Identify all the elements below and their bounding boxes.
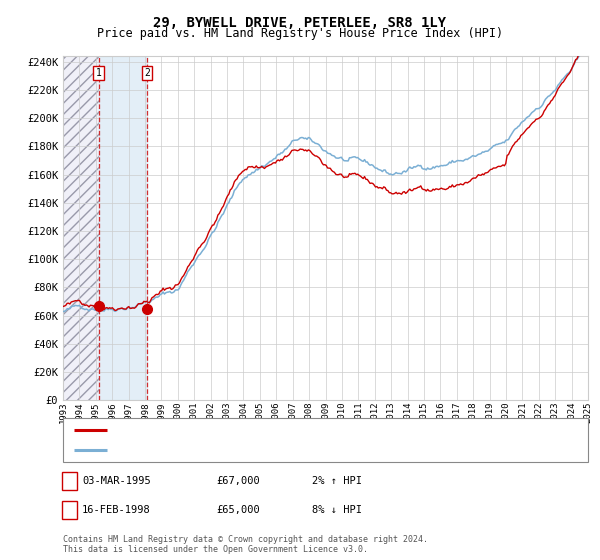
Bar	[98, 56, 147, 400]
Text: 2: 2	[144, 68, 150, 78]
Text: £67,000: £67,000	[216, 476, 260, 486]
Text: 16-FEB-1998: 16-FEB-1998	[82, 505, 151, 515]
Text: Contains HM Land Registry data © Crown copyright and database right 2024.
This d: Contains HM Land Registry data © Crown c…	[63, 535, 428, 554]
Text: 03-MAR-1995: 03-MAR-1995	[82, 476, 151, 486]
Text: 8% ↓ HPI: 8% ↓ HPI	[312, 505, 362, 515]
Text: 29, BYWELL DRIVE, PETERLEE, SR8 1LY (detached house): 29, BYWELL DRIVE, PETERLEE, SR8 1LY (det…	[113, 425, 418, 435]
Text: 29, BYWELL DRIVE, PETERLEE, SR8 1LY: 29, BYWELL DRIVE, PETERLEE, SR8 1LY	[154, 16, 446, 30]
Text: HPI: Average price, detached house, County Durham: HPI: Average price, detached house, Coun…	[113, 445, 401, 455]
Text: 2% ↑ HPI: 2% ↑ HPI	[312, 476, 362, 486]
Bar	[63, 56, 98, 400]
Text: Price paid vs. HM Land Registry's House Price Index (HPI): Price paid vs. HM Land Registry's House …	[97, 27, 503, 40]
Text: 2: 2	[67, 505, 73, 515]
Text: 1: 1	[95, 68, 101, 78]
Text: £65,000: £65,000	[216, 505, 260, 515]
Text: 1: 1	[67, 476, 73, 486]
